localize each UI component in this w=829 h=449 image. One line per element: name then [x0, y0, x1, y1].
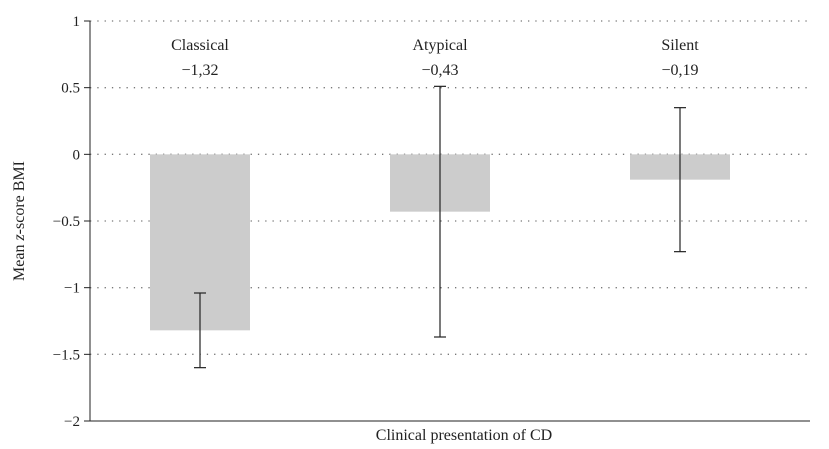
y-tick-label: −1.5 — [53, 347, 80, 363]
category-labels: Classical −1,32 Atypical −0,43 Silent −0,19 — [171, 37, 699, 79]
y-axis-title-suffix: -score BMI — [11, 161, 28, 234]
y-tick-label: −2 — [64, 414, 80, 430]
category-label: Silent — [661, 37, 699, 54]
category-label: Classical — [171, 37, 229, 54]
value-label: −0,19 — [661, 62, 698, 79]
y-tick-label: 1 — [73, 14, 81, 30]
x-axis-title: Clinical presentation of CD — [376, 427, 552, 444]
y-axis: 1 0.5 0 −0.5 −1 −1.5 −2 — [53, 14, 810, 430]
y-axis-title-italic: z — [11, 234, 28, 242]
y-tick-label: 0 — [73, 147, 81, 163]
y-tick-label: −1 — [64, 281, 80, 297]
error-bars — [194, 85, 686, 369]
value-label: −0,43 — [421, 62, 458, 79]
category-label: Atypical — [412, 37, 468, 54]
y-tick-label: −0.5 — [53, 214, 80, 230]
y-tick-label: 0.5 — [61, 81, 80, 97]
y-axis-title: Mean z-score BMI — [11, 161, 28, 281]
y-axis-title-prefix: Mean — [11, 241, 28, 281]
value-label: −1,32 — [181, 62, 218, 79]
